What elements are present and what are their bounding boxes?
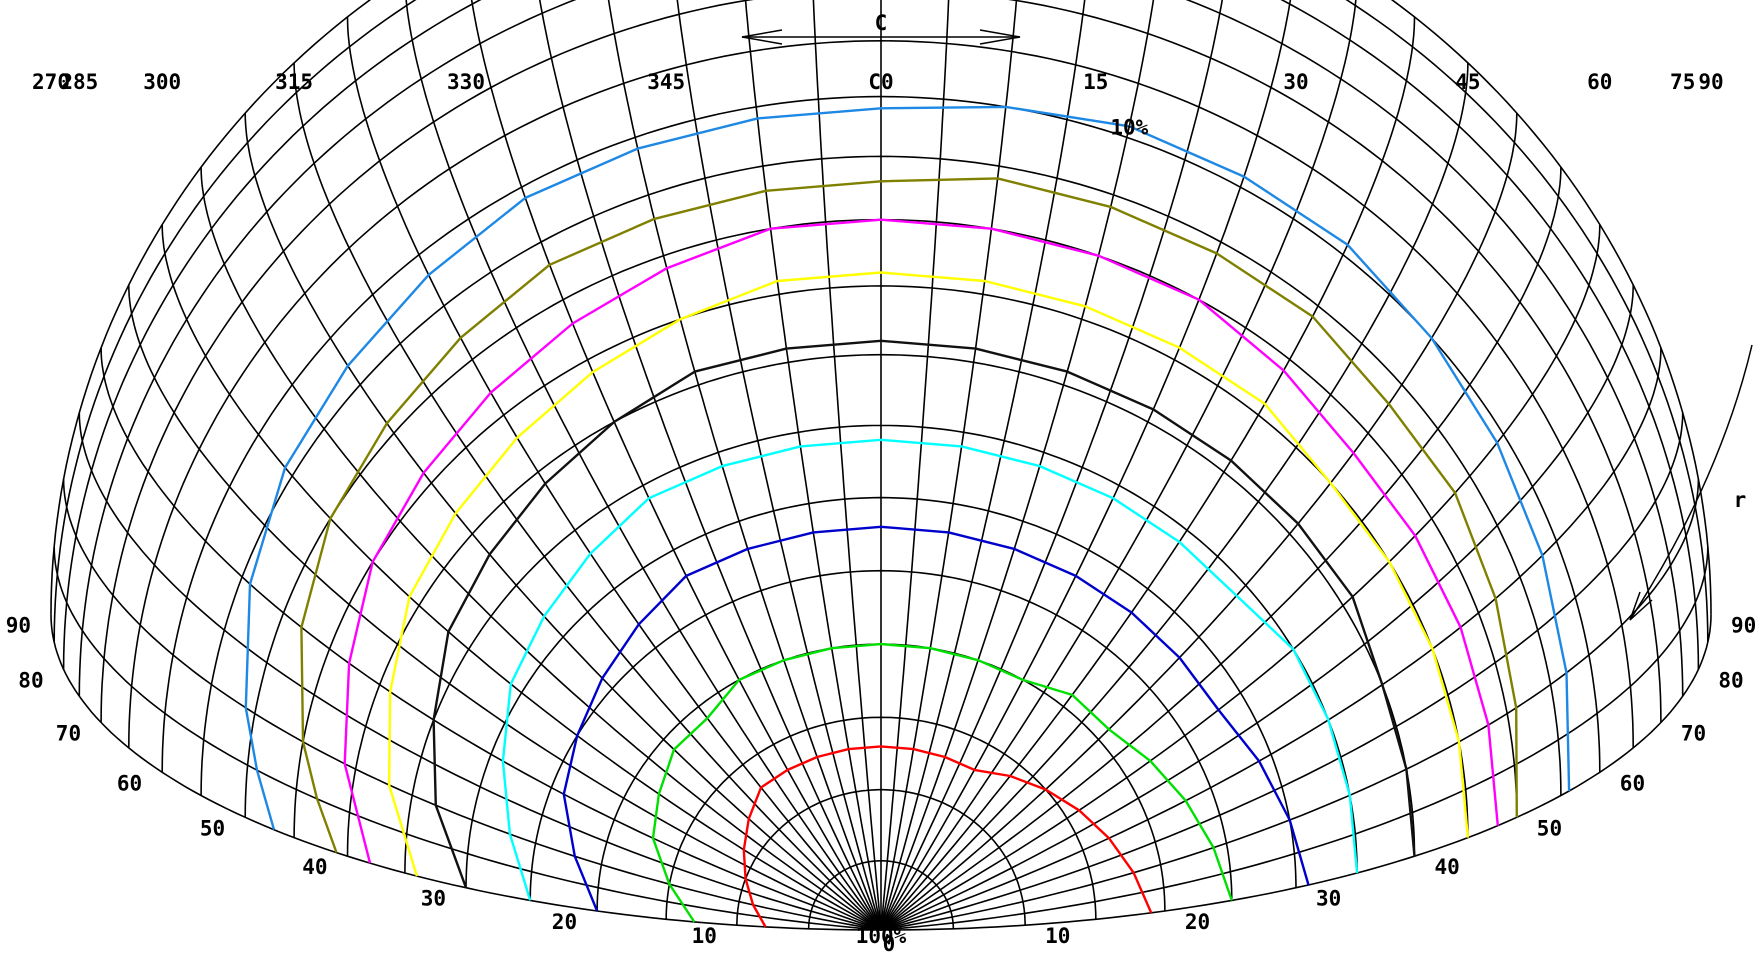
c-tick-label: 285 xyxy=(60,70,98,94)
gamma-grid-line xyxy=(161,95,1601,773)
gamma-grid-line xyxy=(128,39,1634,748)
isolux-curve-10 xyxy=(865,915,897,931)
gamma-tick-label-right: 30 xyxy=(1316,887,1341,911)
gamma-grid-line xyxy=(53,0,1709,643)
gamma-tick-label-right: 10 xyxy=(1045,924,1070,948)
gamma-tick-label-right: 60 xyxy=(1620,771,1645,795)
gamma-grid-line xyxy=(346,353,1416,857)
gamma-tick-label-left: 10 xyxy=(692,924,717,948)
c-grid-line xyxy=(880,0,1357,931)
isolux-annotations: 10% 100% xyxy=(856,115,1149,948)
gamma-tick-label-left: 40 xyxy=(302,855,327,879)
c-grid-line xyxy=(676,0,882,931)
isolux-curve-1 xyxy=(244,105,1571,831)
c-tick-label: 90 xyxy=(1698,70,1723,94)
c-tick-label: 330 xyxy=(447,70,485,94)
gamma-tick-label-left: 70 xyxy=(56,722,81,746)
gamma-tick-label-right: 50 xyxy=(1537,816,1562,840)
c-grid-line xyxy=(880,0,1086,931)
c-tick-label: 300 xyxy=(143,70,181,94)
gamma-tick-labels: 10 20 30 40 50 60 70 80 90 10 20 30 40 50 60 70 80 90 xyxy=(6,614,1756,949)
gamma-grid-line xyxy=(465,496,1297,888)
c-grid-line xyxy=(880,0,1155,931)
gamma-tick-label-left: 80 xyxy=(18,668,43,692)
c-tick-label: 315 xyxy=(275,70,313,94)
isolux-curve-4 xyxy=(387,271,1470,877)
gamma-grid-line xyxy=(78,0,1684,697)
gamma-tick-label-right: 20 xyxy=(1185,910,1210,934)
c-tick-label: C0 xyxy=(868,70,893,94)
r-axis-title: r xyxy=(1734,488,1747,512)
c-grid-line xyxy=(244,113,882,931)
gamma-grid-line xyxy=(736,788,1026,926)
c-grid-line xyxy=(53,546,882,931)
gamma-grid-line xyxy=(200,155,1562,796)
isolux-curves xyxy=(244,105,1571,931)
r-direction-arrow xyxy=(1629,344,1753,621)
gamma-tick-label-left: 90 xyxy=(6,614,31,638)
c-tick-label: 345 xyxy=(647,70,685,94)
c-tick-label: 45 xyxy=(1455,70,1480,94)
gamma-tick-label-right: 90 xyxy=(1731,614,1756,638)
gamma-grid-line xyxy=(50,0,1712,615)
gamma-grid-line xyxy=(62,0,1700,670)
gamma-grid-line xyxy=(665,716,1097,920)
isolux-curve-9 xyxy=(742,745,1153,928)
c-tick-label: 60 xyxy=(1587,70,1612,94)
c-grid-line xyxy=(100,347,882,931)
gamma-tick-label-left: 20 xyxy=(552,910,577,934)
gamma-grid-line xyxy=(100,0,1662,723)
polar-grid xyxy=(50,0,1712,931)
isolux-curve-5 xyxy=(432,339,1416,889)
isolux-curve-8 xyxy=(651,642,1233,923)
annotation-100-percent: 100% xyxy=(856,924,907,948)
c-grid-line xyxy=(293,62,882,931)
isolux-curve-7 xyxy=(562,525,1310,912)
c-direction-arrow xyxy=(741,29,1021,45)
c-grid-line xyxy=(880,284,1634,931)
gamma-tick-label-right: 70 xyxy=(1681,722,1706,746)
gamma-tick-label-right: 40 xyxy=(1435,855,1460,879)
isolux-curve-2 xyxy=(300,177,1518,854)
c-grid-line xyxy=(607,0,882,931)
center-zero-label: 0 xyxy=(883,932,896,953)
gamma-grid-line xyxy=(807,860,955,929)
c-grid-line xyxy=(880,0,1292,931)
c-axis-title: C xyxy=(875,11,888,35)
isolux-curve-6 xyxy=(501,438,1359,901)
c-grid-line xyxy=(880,546,1709,931)
gamma-tick-label-right: 80 xyxy=(1718,668,1743,692)
c-grid-line xyxy=(880,347,1662,931)
gamma-tick-label-left: 30 xyxy=(421,887,446,911)
gamma-tick-label-left: 60 xyxy=(117,771,142,795)
gamma-tick-label-left: 50 xyxy=(200,816,225,840)
c-grid-line xyxy=(405,0,882,931)
c-tick-label: 75 xyxy=(1670,70,1695,94)
isolux-curve-3 xyxy=(343,218,1499,864)
annotation-10-percent: 10% xyxy=(1110,115,1148,139)
c-grid-line xyxy=(880,62,1469,931)
c-tick-label: 30 xyxy=(1283,70,1308,94)
c-tick-label: 270 xyxy=(32,70,70,94)
c-grid-line xyxy=(880,113,1518,931)
c-tick-label: 15 xyxy=(1083,70,1108,94)
